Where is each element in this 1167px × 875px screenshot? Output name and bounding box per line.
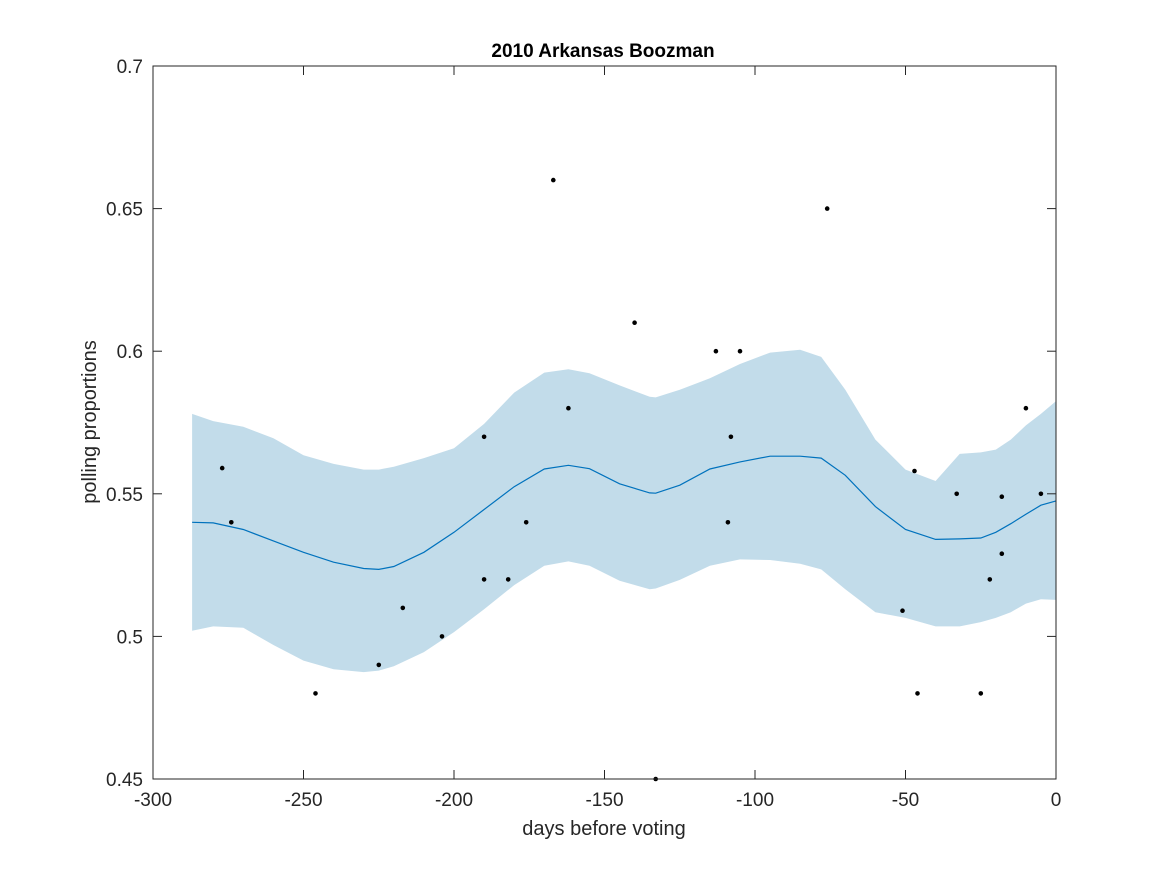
data-point <box>725 520 731 525</box>
data-point <box>713 348 719 354</box>
x-tick-label: -250 <box>284 790 322 811</box>
y-tick-label: 0.7 <box>117 57 143 78</box>
trend-line <box>192 455 1057 571</box>
data-point <box>632 320 637 326</box>
y-tick-label: 0.45 <box>106 770 143 791</box>
data-point <box>439 634 445 639</box>
x-tick-label: 0 <box>1051 790 1062 811</box>
x-axis-label: days before voting <box>522 818 685 840</box>
data-point <box>523 520 529 525</box>
y-tick-label: 0.65 <box>106 200 143 221</box>
data-point <box>728 434 734 440</box>
x-tick-label: -300 <box>134 790 172 811</box>
y-tick-label: 0.5 <box>117 627 143 648</box>
data-point <box>987 577 993 582</box>
x-tick-label: -200 <box>435 790 473 811</box>
data-point <box>999 494 1005 500</box>
data-point <box>551 177 556 183</box>
data-point <box>978 691 984 696</box>
data-point <box>912 468 917 474</box>
data-point <box>954 491 959 497</box>
data-point <box>1023 405 1029 411</box>
data-point <box>481 577 487 582</box>
y-axis-label: polling proportions <box>79 340 101 503</box>
chart-title: 2010 Arkansas Boozman <box>491 41 714 62</box>
data-point <box>229 520 234 525</box>
x-tick-label: -150 <box>585 790 623 811</box>
data-point <box>219 465 225 471</box>
x-tick-label: -50 <box>892 790 919 811</box>
data-point <box>376 662 382 668</box>
y-tick-label: 0.6 <box>117 342 143 363</box>
confidence-band <box>192 349 1057 673</box>
y-tick-label: 0.55 <box>106 485 143 506</box>
data-point <box>824 206 830 211</box>
data-point <box>915 691 920 696</box>
data-point <box>1038 491 1044 497</box>
data-point <box>566 405 571 411</box>
data-point <box>313 691 318 696</box>
data-point <box>900 608 905 613</box>
data-point <box>999 551 1005 556</box>
data-point <box>400 605 406 611</box>
x-tick-label: -100 <box>736 790 774 811</box>
data-point <box>737 348 743 354</box>
plot-area: -300 -250 -200 -150 -100 -50 0 0.45 0.5 0.55 0.6 0.… <box>106 57 1061 811</box>
data-point <box>481 434 487 440</box>
data-point <box>505 577 511 582</box>
